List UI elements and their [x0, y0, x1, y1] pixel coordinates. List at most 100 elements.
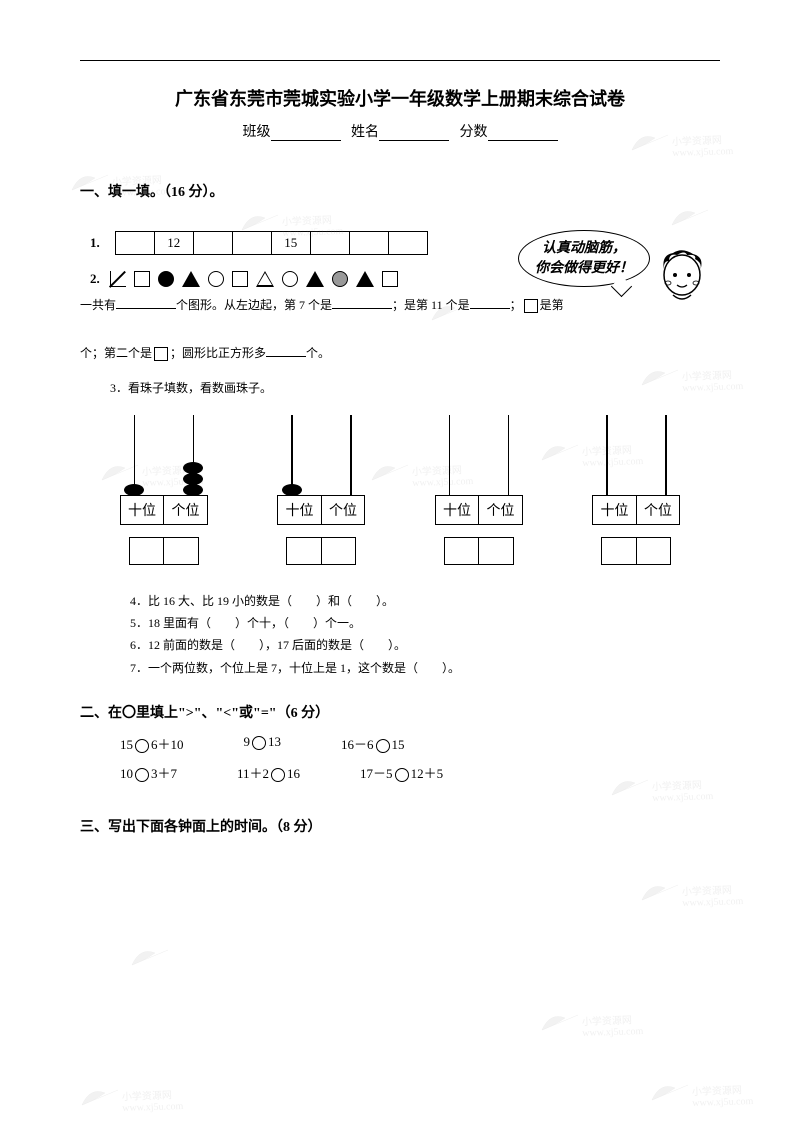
triangle-filled-icon: [182, 271, 200, 287]
circle-blank-icon: [135, 739, 149, 753]
answer-box[interactable]: [444, 537, 514, 565]
compare-row-2: 103＋7 11＋216 17－512＋5: [120, 763, 720, 782]
ones-label: 个位: [479, 496, 522, 524]
blank[interactable]: [470, 297, 510, 309]
q7: 7．一个两位数，个位上是 7，十位上是 1，这个数是（ ）。: [130, 659, 720, 678]
ones-rod[interactable]: [665, 415, 667, 495]
abacus-2: 十位个位: [266, 416, 376, 565]
compare-item[interactable]: 913: [244, 734, 282, 753]
q1-number: 1.: [90, 235, 100, 251]
tens-rod[interactable]: [449, 415, 451, 495]
tens-label: 十位: [436, 496, 480, 524]
triangle-filled-icon: [306, 271, 324, 287]
section3-heading: 三、写出下面各钟面上的时间。（8 分）: [80, 816, 720, 836]
q3-label: 3．看珠子填数，看数画珠子。: [110, 379, 720, 396]
q1-cell[interactable]: [349, 231, 389, 255]
bead-icon: [282, 484, 302, 496]
watermark-leaf: [640, 880, 680, 909]
ones-label: 个位: [322, 496, 365, 524]
abacus-row: 十位个位 十位个位 十位个位 十位个位: [100, 416, 700, 565]
circle-outline-icon: [282, 271, 298, 287]
section1-heading: 一、填一填。（16 分）。: [80, 181, 720, 201]
watermark-leaf: [650, 1080, 690, 1109]
circle-blank-icon: [271, 768, 285, 782]
tens-label: 十位: [278, 496, 322, 524]
top-divider: [80, 60, 720, 61]
q1-cell[interactable]: [310, 231, 350, 255]
q1-cell[interactable]: [193, 231, 233, 255]
score-blank[interactable]: [488, 127, 558, 141]
q1-cell: 12: [154, 231, 194, 255]
triangle-outline-icon: [256, 271, 274, 287]
watermark-leaf: [80, 1085, 120, 1114]
watermark-text: 小学资源网www.xj5u.com: [692, 1081, 754, 1109]
square-icon: [524, 299, 538, 313]
circle-blank-icon: [395, 768, 409, 782]
q1-cell[interactable]: [388, 231, 428, 255]
answer-box[interactable]: [129, 537, 199, 565]
q1-cell: 15: [271, 231, 311, 255]
q1-cell[interactable]: [232, 231, 272, 255]
ones-label: 个位: [637, 496, 680, 524]
tens-label: 十位: [593, 496, 637, 524]
circle-blank-icon: [252, 736, 266, 750]
answer-box[interactable]: [286, 537, 356, 565]
abacus-1: 十位个位: [109, 416, 219, 565]
compare-item[interactable]: 16－615: [341, 734, 405, 753]
watermark-text: 小学资源网www.xj5u.com: [582, 1011, 644, 1039]
ones-rod[interactable]: [508, 415, 510, 495]
ones-label: 个位: [164, 496, 207, 524]
speech-bubble: 认真动脑筋，你会做得更好！: [518, 230, 650, 287]
compare-item[interactable]: 103＋7: [120, 763, 177, 782]
section2-heading: 二、在〇里填上">"、"<"或"="（6 分）: [80, 702, 720, 722]
q2-text: 一共有个图形。从左边起，第 7 个是；是第 11 个是；是第 个；第二个是；圆形…: [80, 293, 720, 365]
circle-blank-icon: [135, 768, 149, 782]
watermark-leaf: [670, 205, 710, 234]
page-title: 广东省东莞市莞城实验小学一年级数学上册期末综合试卷: [80, 85, 720, 111]
kid-illustration: [655, 245, 710, 305]
q4: 4．比 16 大、比 19 小的数是（ ）和（ ）。: [130, 592, 720, 611]
square-outline-icon: [134, 271, 150, 287]
compare-row-1: 156＋10 913 16－615: [120, 734, 720, 753]
q2-number: 2.: [90, 271, 100, 287]
score-label: 分数: [460, 125, 488, 140]
triangle-filled-icon: [356, 271, 374, 287]
watermark-text: 小学资源网www.xj5u.com: [682, 881, 744, 909]
answer-box[interactable]: [601, 537, 671, 565]
tens-rod: [291, 415, 293, 495]
class-label: 班级: [243, 125, 271, 140]
compare-item[interactable]: 156＋10: [120, 734, 184, 753]
square-outline-icon: [382, 271, 398, 287]
tens-label: 十位: [121, 496, 165, 524]
circle-grey-icon: [332, 271, 348, 287]
compare-item[interactable]: 17－512＋5: [360, 763, 443, 782]
blank[interactable]: [116, 297, 176, 309]
abacus-3: 十位个位: [424, 416, 534, 565]
q6: 6．12 前面的数是（ ），17 后面的数是（ ）。: [130, 636, 720, 655]
square-icon: [154, 347, 168, 361]
compare-item[interactable]: 11＋216: [237, 763, 300, 782]
student-info-line: 班级 姓名 分数: [80, 121, 720, 141]
blank[interactable]: [266, 345, 306, 357]
ones-rod: [350, 415, 352, 495]
right-triangle-icon: [110, 271, 126, 287]
bead-icon: [124, 484, 144, 496]
circle-filled-icon: [158, 271, 174, 287]
abacus-4: 十位个位: [581, 416, 691, 565]
q1-cell[interactable]: [115, 231, 155, 255]
circle-blank-icon: [376, 739, 390, 753]
watermark-text: 小学资源网www.xj5u.com: [122, 1086, 184, 1114]
class-blank[interactable]: [271, 127, 341, 141]
q5: 5．18 里面有（ ）个十，（ ）个一。: [130, 614, 720, 633]
tens-rod[interactable]: [606, 415, 608, 495]
square-outline-icon: [232, 271, 248, 287]
name-blank[interactable]: [379, 127, 449, 141]
watermark-leaf: [540, 1010, 580, 1039]
circle-outline-icon: [208, 271, 224, 287]
name-label: 姓名: [351, 125, 379, 140]
ones-rod: [193, 415, 195, 495]
blank[interactable]: [332, 297, 392, 309]
tens-rod: [134, 415, 136, 495]
bead-icon: [183, 484, 203, 496]
watermark-leaf: [130, 945, 170, 974]
